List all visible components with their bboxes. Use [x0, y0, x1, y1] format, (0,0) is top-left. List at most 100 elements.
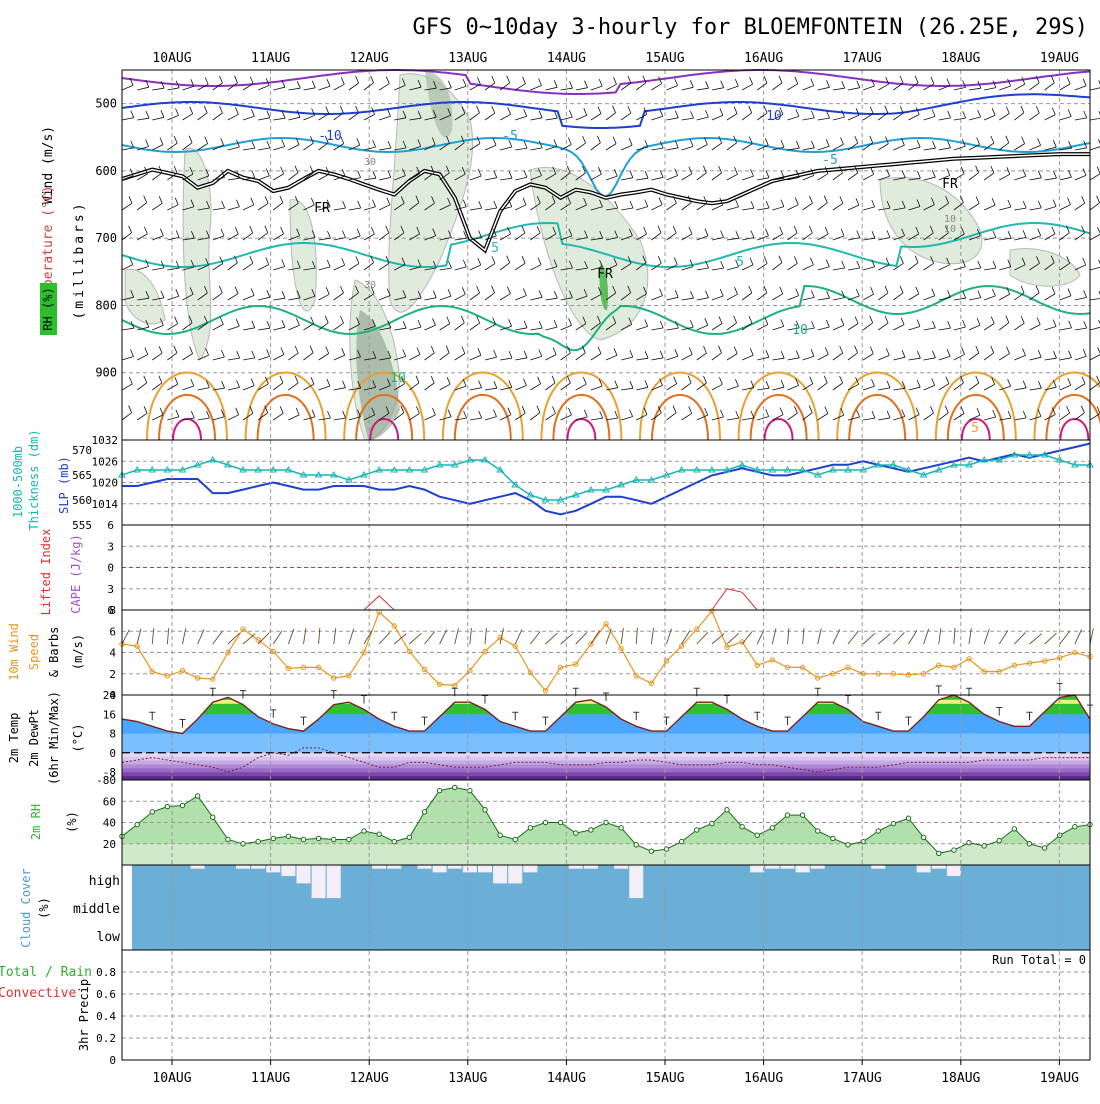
wind-speed-point [285, 665, 292, 672]
rh-dense-area [599, 264, 609, 311]
cloud-cover-area [132, 865, 1090, 950]
wind-barb [469, 348, 482, 361]
wind-barb [454, 346, 466, 361]
thickness-point [995, 456, 1004, 463]
surface-wind-barb [696, 632, 709, 645]
wind-barb [409, 291, 422, 301]
wind-barb [590, 231, 604, 241]
wind-barb [711, 316, 723, 331]
wind-barb [1059, 405, 1070, 421]
wind-barb [121, 405, 132, 421]
wind-barb [726, 199, 739, 211]
rh-point [452, 784, 458, 791]
wind-barb [953, 110, 967, 121]
precip-axis-label: 3hr Precip [77, 979, 91, 1051]
wind-barb [499, 255, 511, 271]
wind-barb [242, 109, 255, 121]
contour-label: -5 [502, 129, 518, 144]
precip-tick-label: 0.8 [96, 966, 116, 979]
wind-barb [288, 196, 299, 211]
wind-barb [394, 349, 407, 361]
wind10m-label: 10m Wind [7, 623, 21, 681]
surface-wind-barb [1044, 632, 1057, 645]
thickness-line [121, 454, 1090, 501]
surface-wind-barb [363, 630, 373, 645]
wind-barb [152, 346, 163, 361]
wind-barb [999, 346, 1010, 361]
wind-barb [197, 168, 210, 181]
cape-label: CAPE (J/kg) [69, 534, 83, 613]
wind-barb [409, 375, 420, 391]
wind-barb [711, 108, 724, 121]
cloud-gap [795, 865, 810, 873]
surface-wind-barb [378, 631, 391, 645]
surface-wind-barb [136, 628, 142, 645]
wind-barb [893, 409, 906, 421]
wind-barb [590, 78, 603, 91]
surface-wind-barb [923, 628, 930, 645]
wind-barb [590, 106, 602, 121]
wind-barb [1089, 110, 1100, 121]
wind-barb [908, 351, 921, 361]
wind-barb [636, 75, 647, 91]
cloud-gap [296, 865, 311, 884]
wind-barb [575, 409, 588, 421]
wind-barb [923, 378, 936, 391]
minmax-marker [996, 706, 1003, 716]
wind-barb [1044, 107, 1056, 121]
wind-barb [742, 200, 755, 211]
wind-barb [454, 79, 467, 91]
thickness-point [496, 466, 505, 473]
wind-barb [363, 255, 374, 271]
wind-barb [711, 288, 724, 301]
wind-speed-point [648, 680, 655, 687]
wind-barb [288, 260, 301, 271]
rh-point [633, 842, 639, 848]
wind-barb [999, 231, 1012, 241]
date-label-bottom: 18AUG [941, 1071, 980, 1086]
slp-label: SLP (mb) [57, 456, 71, 514]
wind-barb [484, 285, 495, 301]
wind-barb [409, 80, 422, 91]
wind-barb [681, 139, 694, 151]
wind-barb [953, 80, 966, 91]
temp2m-panel-labels: 2m Temp 2m DewPt (6hr Min/Max) (°C) [7, 691, 85, 785]
wind-barb [953, 291, 967, 301]
wind-speed-point [361, 649, 367, 656]
rh-point [1026, 841, 1033, 847]
wind-barb [288, 407, 300, 421]
wind-barb [575, 316, 587, 331]
wind-barb [908, 255, 919, 271]
cloud-gap [281, 865, 296, 877]
wind-barb [333, 315, 344, 331]
thickness-point [783, 466, 792, 473]
cloud-gap [946, 865, 961, 877]
wind-barb [409, 226, 421, 241]
date-label-bottom: 12AUG [350, 1071, 389, 1086]
cloud-gap [780, 865, 795, 869]
rh-point [769, 825, 776, 831]
wind-barb [545, 166, 557, 181]
wind-barb [1044, 319, 1057, 331]
wind-barb [938, 290, 951, 301]
thickness-point [738, 461, 747, 468]
wind-barb [318, 315, 329, 331]
wind-barb [424, 407, 436, 421]
wind-barb [772, 255, 783, 271]
wind-barb [1089, 226, 1100, 241]
surface-wind-barb [348, 628, 355, 645]
wind-barb [469, 200, 483, 211]
wind-barb [832, 109, 845, 121]
wind-barb [1089, 291, 1100, 301]
wind-barb [1074, 405, 1085, 421]
minmax-marker [845, 694, 851, 704]
surface-wind-barb [666, 628, 672, 645]
wind-barb [136, 347, 149, 361]
wind-barb [439, 377, 451, 391]
wind-barb [757, 317, 769, 331]
wind-barb [1059, 378, 1072, 391]
cold-band [122, 772, 1090, 777]
wind-barb [1014, 230, 1027, 241]
surface-wind-barb [514, 629, 523, 645]
